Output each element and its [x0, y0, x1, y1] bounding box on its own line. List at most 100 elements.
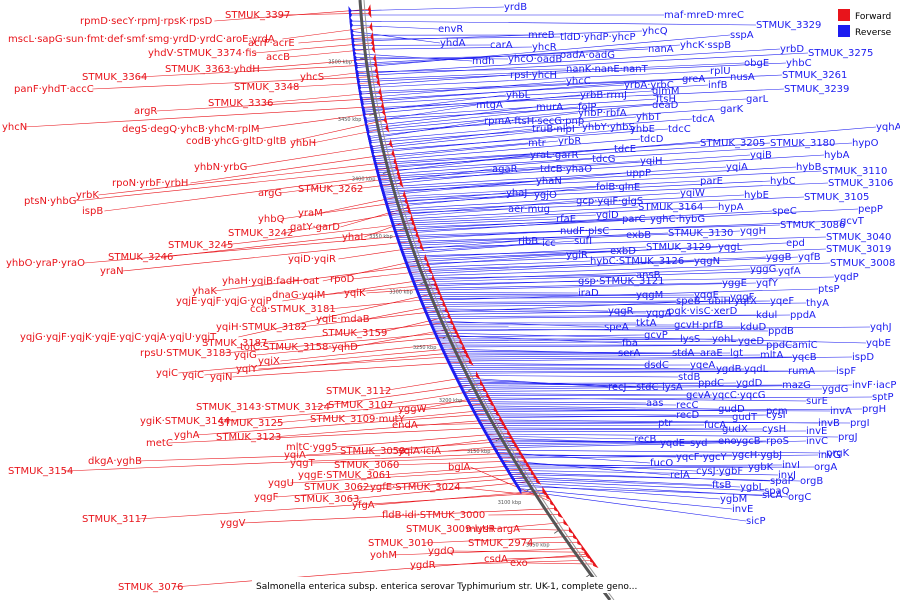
tick-mark — [369, 113, 376, 116]
forward-gene-label: STMUK_3076 — [118, 582, 183, 593]
leader-line — [92, 76, 379, 90]
forward-gene-label: yhaH·yqiB·fadH·oat — [222, 276, 319, 287]
tick-mark — [526, 487, 532, 492]
reverse-gene-label: STMUK_3130 — [668, 228, 733, 239]
reverse-gene-label: syd — [690, 438, 707, 449]
leader-line — [418, 296, 731, 299]
reverse-gene-label: folB·glnE — [596, 182, 640, 193]
reverse-gene-label: rumA — [788, 366, 815, 377]
reverse-gene-arrow — [516, 486, 522, 495]
leader-line — [24, 105, 384, 128]
reverse-gene-label: relA — [670, 470, 690, 481]
reverse-gene-label: recJ — [608, 382, 627, 393]
reverse-gene-label: ppdC — [698, 378, 724, 389]
tick-label: 3400 kbp — [352, 177, 376, 183]
leader-line — [282, 278, 435, 302]
reverse-gene-label: yqiH — [640, 156, 663, 167]
leader-line — [374, 490, 546, 506]
reverse-gene-label: rpmA·ftsH·secG·pnp — [484, 116, 584, 127]
leader-line — [379, 168, 493, 184]
reverse-gene-arrow — [352, 44, 356, 55]
leader-line — [399, 236, 827, 249]
forward-gene-label: yghA — [174, 430, 200, 441]
leader-line — [440, 344, 793, 348]
tick-mark — [585, 573, 591, 578]
leader-line — [453, 486, 549, 497]
reverse-gene-label: STMUK_3164 — [638, 202, 703, 213]
leader-line — [74, 167, 398, 202]
forward-gene-label: yqjG·yqjF·yqjK·yqjE·yqjC·yqjA·yqjU·yqjT — [20, 332, 217, 343]
forward-gene-label: argG — [258, 188, 282, 199]
reverse-gene-label: yqiW — [680, 188, 705, 199]
forward-gene-label: yohM — [370, 550, 397, 561]
forward-gene-label: STMUK_3348 — [234, 82, 299, 93]
reverse-gene-label: spaP — [770, 476, 794, 487]
leader-line — [412, 270, 779, 283]
reverse-gene-label: orgC — [788, 492, 811, 503]
leader-line — [503, 464, 783, 467]
reverse-gene-label: yhaJ — [506, 188, 527, 199]
reverse-gene-label: ubiH·yqfX — [708, 296, 757, 307]
leader-line — [214, 264, 430, 292]
leader-line — [406, 254, 567, 267]
leader-line — [364, 98, 747, 121]
leader-line — [478, 421, 851, 424]
forward-gene-label: STMUK_3242 — [228, 228, 293, 239]
reverse-gene-label: STMUK_3180 — [770, 138, 835, 149]
leader-line — [446, 356, 853, 362]
reverse-gene-label: epd — [786, 238, 805, 249]
reverse-gene-label: yqbE — [866, 338, 891, 349]
reverse-gene-label: tdcC — [668, 124, 691, 135]
legend-forward-label: Forward — [855, 12, 891, 22]
leader-line — [438, 340, 739, 344]
leader-line — [464, 394, 713, 396]
leader-line — [482, 428, 763, 431]
reverse-gene-arrow — [356, 76, 361, 87]
leader-line — [489, 440, 719, 443]
reverse-gene-label: nudF·plsC — [560, 226, 609, 237]
leader-line — [383, 180, 771, 200]
tick-label: 3150 kbp — [467, 449, 491, 455]
reverse-gene-label: yqcB — [792, 352, 817, 363]
reverse-gene-label: invE — [806, 426, 827, 437]
forward-gene-arrow — [535, 476, 542, 485]
forward-gene-label: yhbQ — [258, 214, 285, 225]
reverse-gene-label: yqdE — [660, 438, 685, 449]
tick-mark — [468, 387, 474, 392]
forward-gene-label: gatY·garD — [290, 222, 340, 233]
leader-line — [461, 388, 823, 392]
leader-line — [398, 232, 669, 245]
forward-gene-label: endA — [392, 420, 418, 431]
forward-gene-arrow — [369, 22, 373, 32]
leader-line — [516, 486, 763, 496]
reverse-gene-label: tdcA — [692, 114, 715, 125]
reverse-gene-label: STMUK_3129 — [646, 242, 711, 253]
reverse-gene-label: sptP — [872, 392, 894, 403]
leader-line — [431, 328, 769, 332]
leader-line — [371, 128, 631, 154]
forward-gene-arrow — [557, 510, 564, 519]
reverse-gene-label: yqeA — [690, 360, 715, 371]
leader-line — [468, 403, 677, 406]
leader-line — [362, 90, 653, 111]
reverse-gene-label: tdcD — [640, 134, 664, 145]
genome-backbone — [358, 0, 615, 600]
legend-reverse-label: Reverse — [855, 28, 892, 38]
reverse-gene-label: STMUK_3275 — [808, 48, 873, 59]
leader-line — [498, 454, 819, 459]
tick-mark — [495, 437, 502, 442]
forward-gene-arrow — [572, 532, 579, 541]
forward-gene-label: mltC·ygg5 — [286, 442, 338, 453]
reverse-gene-label: invA — [830, 406, 852, 417]
leader-line — [419, 288, 819, 301]
forward-gene-label: yqiC — [182, 370, 204, 381]
reverse-gene-label: ptr — [658, 418, 673, 429]
feature-arrows — [348, 4, 599, 569]
leader-line — [424, 300, 709, 314]
reverse-gene-label: ygiR — [566, 250, 588, 261]
forward-gene-label: argR — [134, 106, 157, 117]
reverse-gene-label: yhcC — [566, 76, 591, 87]
forward-gene-arrow — [407, 206, 413, 216]
leader-line — [359, 472, 534, 488]
